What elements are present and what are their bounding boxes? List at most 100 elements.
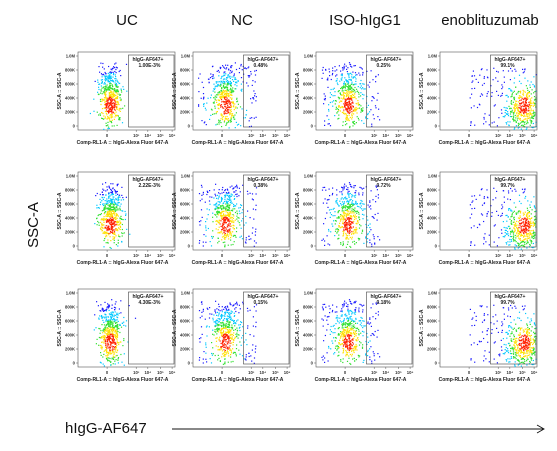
event-dot (216, 220, 218, 222)
event-dot (523, 115, 525, 118)
event-dot (108, 99, 110, 101)
y-tick-label: 800K (303, 68, 313, 73)
event-dot (97, 81, 99, 83)
event-dot (200, 184, 203, 186)
event-dot (515, 223, 517, 225)
event-dot (336, 189, 338, 191)
event-dot (347, 229, 349, 231)
event-dot (532, 229, 534, 231)
event-dot (476, 106, 479, 109)
event-dot (519, 231, 522, 233)
event-dot (512, 239, 515, 241)
event-dot (109, 213, 111, 215)
event-dot (515, 121, 517, 123)
event-dot (328, 71, 331, 73)
event-dot (241, 220, 243, 222)
event-dot (118, 117, 120, 119)
event-dot (358, 217, 360, 219)
event-dot (222, 119, 224, 121)
event-dot (106, 231, 108, 233)
event-dot (239, 207, 241, 209)
event-dot (105, 105, 107, 107)
event-dot (225, 200, 227, 202)
event-dot (240, 204, 242, 206)
event-dot (109, 208, 111, 210)
event-dot (332, 215, 334, 217)
event-dot (107, 332, 109, 335)
event-dot (223, 219, 225, 221)
event-dot (229, 70, 231, 72)
event-dot (516, 107, 518, 109)
event-dot (212, 65, 214, 67)
event-dot (110, 218, 112, 220)
event-dot (350, 106, 352, 108)
event-dot (232, 243, 234, 246)
event-dot (503, 106, 505, 109)
event-dot (221, 311, 223, 313)
event-dot (229, 89, 231, 91)
event-dot (221, 348, 223, 350)
event-dot (220, 211, 222, 214)
event-dot (112, 94, 114, 96)
event-dot (198, 104, 200, 106)
event-dot (505, 214, 507, 217)
event-dot (345, 94, 348, 96)
event-dot (354, 86, 356, 89)
x-tick-label: 10³ (248, 253, 255, 258)
event-dot (110, 101, 113, 103)
panel-x-axis-label: Comp-RL1-A :: hIgG-Alexa Fluor 647-A (439, 260, 531, 266)
event-dot (116, 340, 118, 342)
event-dot (222, 65, 224, 67)
event-dot (343, 96, 345, 98)
event-dot (369, 200, 371, 202)
event-dot (345, 103, 347, 105)
event-dot (520, 105, 522, 107)
event-dot (110, 99, 112, 101)
event-dot (356, 220, 359, 222)
event-dot (115, 214, 117, 216)
event-dot (114, 334, 116, 336)
event-dot (236, 193, 238, 195)
event-dot (241, 108, 243, 110)
event-dot (219, 213, 221, 215)
event-dot (367, 114, 369, 116)
event-dot (221, 192, 223, 194)
event-dot (524, 211, 526, 213)
event-dot (114, 210, 117, 212)
event-dot (512, 112, 514, 114)
event-dot (514, 127, 516, 129)
event-dot (514, 225, 516, 227)
event-dot (225, 214, 227, 216)
event-dot (354, 83, 356, 85)
event-dot (111, 327, 113, 329)
event-dot (514, 228, 516, 230)
event-dot (375, 81, 377, 83)
event-dot (341, 73, 343, 75)
event-dot (108, 305, 110, 307)
event-dot (358, 103, 360, 105)
event-dot (352, 109, 354, 111)
event-dot (520, 235, 522, 237)
event-dot (226, 350, 228, 352)
event-dot (229, 112, 231, 114)
event-dot (97, 91, 99, 93)
event-dot (219, 205, 221, 207)
event-dot (234, 62, 236, 64)
event-dot (512, 235, 515, 237)
y-tick-label: 600K (65, 319, 75, 324)
event-dot (355, 242, 357, 244)
event-dot (224, 238, 226, 240)
event-dot (345, 220, 347, 222)
event-dot (205, 124, 207, 126)
event-dot (100, 354, 102, 356)
event-dot (528, 226, 530, 229)
event-dot (230, 91, 232, 93)
event-dot (110, 203, 112, 206)
event-dot (228, 107, 230, 109)
event-dot (105, 318, 108, 320)
event-dot (231, 98, 233, 100)
event-dot (106, 358, 108, 360)
event-dot (340, 74, 342, 76)
event-dot (229, 82, 231, 84)
event-dot (372, 79, 374, 81)
